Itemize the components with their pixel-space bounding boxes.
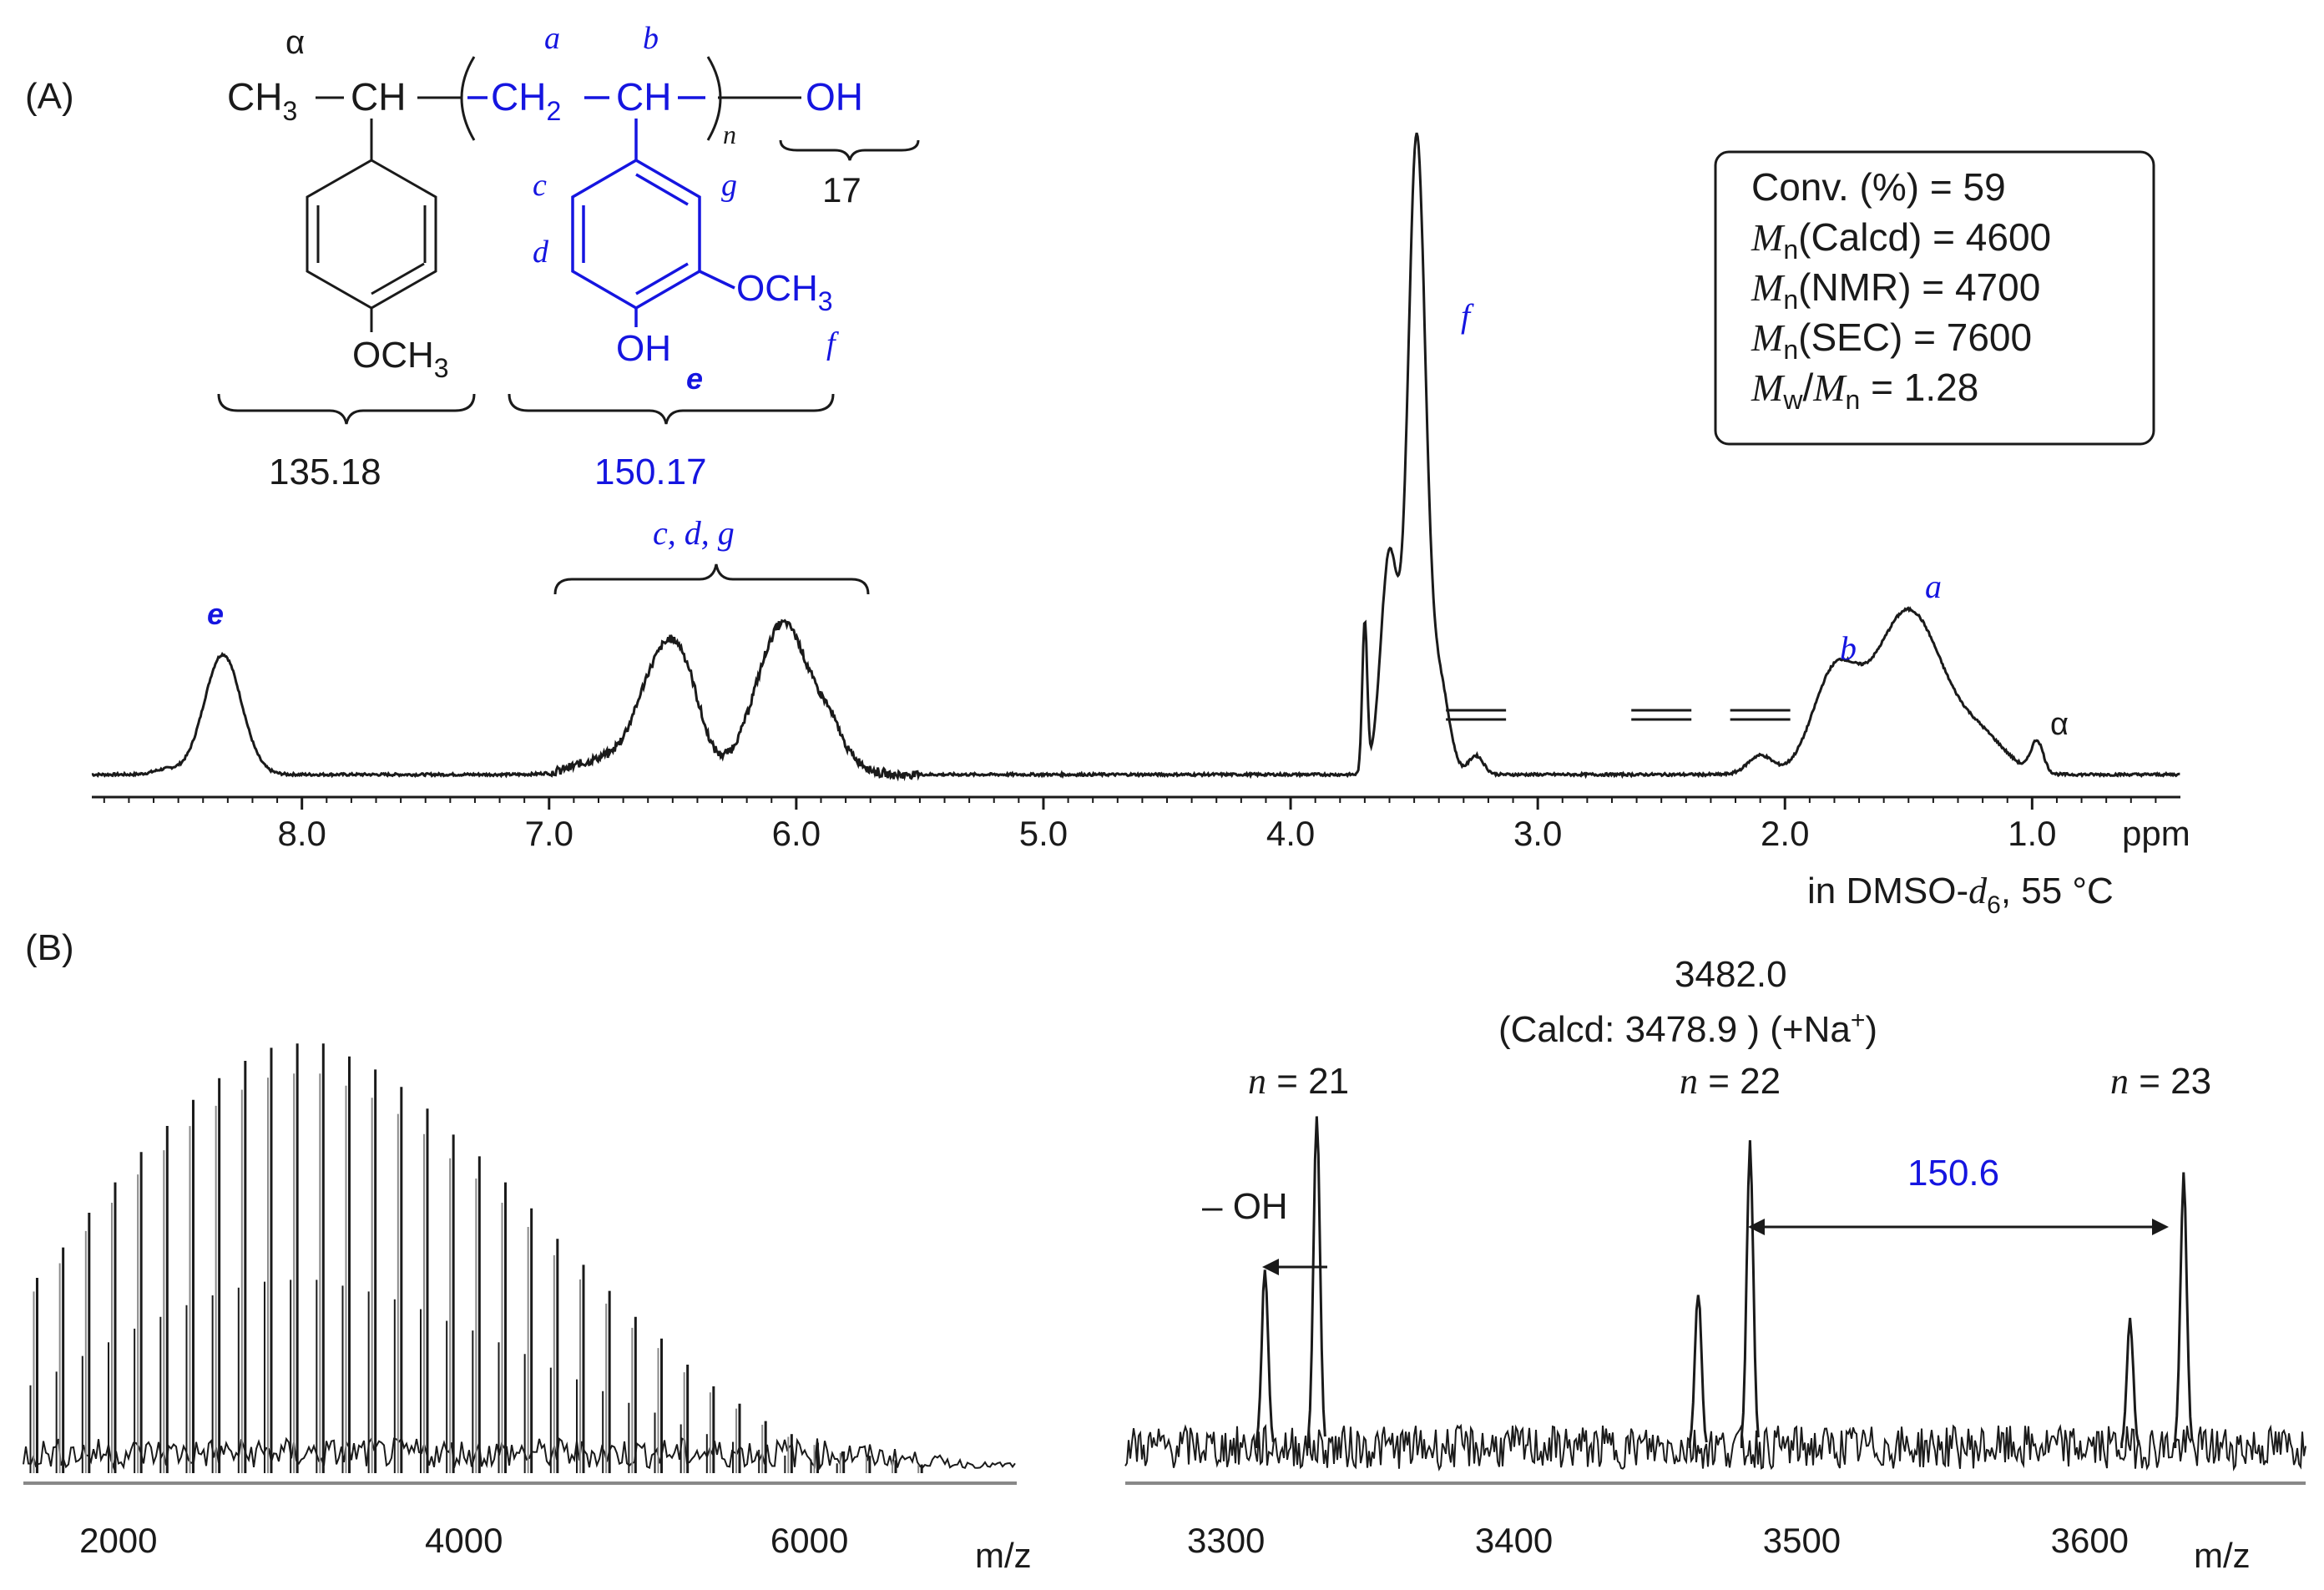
- label-d: d: [533, 235, 549, 270]
- ms-full-tick-label: 2000: [79, 1521, 157, 1560]
- ms-full-spectrum: 2000 4000 6000 m/z: [23, 1043, 1032, 1575]
- ms-expanded-peak: [1688, 1295, 1708, 1448]
- peak-label-b: b: [1840, 629, 1857, 667]
- bond: [699, 270, 735, 290]
- ring2-methoxy: OCH3: [736, 268, 833, 316]
- alpha-label: α: [285, 24, 305, 61]
- nmr-spectrum: 8.0 7.0 6.0 5.0 4.0 3.0 2.0 1.0 ppm in DMSO-d6,…: [91, 132, 2190, 919]
- peak-label-e: e: [207, 597, 224, 631]
- ms-expanded-tick-label: 3400: [1475, 1521, 1553, 1560]
- label-g: g: [721, 168, 737, 203]
- ms-full-peaks: [29, 1043, 923, 1473]
- nmr-tick-label: 6.0: [772, 814, 821, 853]
- label-a: a: [544, 21, 560, 56]
- ms-expanded-x-unit: m/z: [2194, 1536, 2251, 1575]
- peak-label-alpha: α: [2050, 707, 2069, 742]
- minus-oh-arrowhead: [1262, 1259, 1279, 1275]
- monomer-mass: 150.17: [594, 452, 707, 492]
- ms-full-tick-label: 6000: [770, 1521, 848, 1560]
- minus-oh-label: – OH: [1202, 1186, 1288, 1227]
- label-f: f: [826, 326, 839, 361]
- n22-label: n = 22: [1680, 1061, 1781, 1102]
- chemical-structure: α CH3 CH CH2 CH n OH 17 a b OCH3: [217, 21, 920, 492]
- ms-expanded-peak: [1255, 1269, 1275, 1448]
- nmr-tick-label: 7.0: [525, 814, 573, 853]
- n23-label: n = 23: [2110, 1061, 2211, 1102]
- mn-nmr-value: Mn(NMR) = 4700: [1751, 265, 2040, 315]
- label-e: e: [686, 361, 703, 396]
- ch-group: CH: [351, 75, 406, 119]
- ms-full-baseline-noise: [23, 1436, 1016, 1471]
- conv-value: Conv. (%) = 59: [1751, 165, 2006, 209]
- panel-b-label: (B): [25, 927, 74, 968]
- aromatic-ring-2: [571, 158, 701, 310]
- monomer-brace: [508, 393, 835, 425]
- mn-calcd-value: Mn(Calcd) = 4600: [1751, 215, 2051, 265]
- results-box: Conv. (%) = 59 Mn(Calcd) = 4600 Mn(NMR) …: [1714, 150, 2155, 446]
- nmr-tick-label: 8.0: [277, 814, 326, 853]
- ms-expanded-tick-labels: 3300 3400 3500 3600: [1187, 1521, 2129, 1560]
- results-box-frame: [1714, 150, 2155, 446]
- nmr-solvent-note: in DMSO-d6, 55 °C: [1807, 871, 2114, 919]
- initiator-brace: [217, 393, 476, 425]
- ms-expanded-peaks: [1255, 1116, 2194, 1448]
- peak-label-a: a: [1925, 568, 1942, 605]
- label-b: b: [643, 21, 659, 56]
- peak-label-f: f: [1461, 297, 1474, 335]
- mn-sec-value: Mn(SEC) = 7600: [1751, 315, 2032, 365]
- ch-b-group: CH: [616, 75, 671, 119]
- peak-mz-label: 3482.0: [1675, 954, 1787, 995]
- ms-expanded-tick-label: 3600: [2051, 1521, 2129, 1560]
- ms-expanded-peak: [2120, 1317, 2140, 1448]
- ms-full-tick-label: 4000: [425, 1521, 503, 1560]
- cdg-brace: [553, 563, 870, 595]
- nmr-solvent-breaks: [1446, 709, 1791, 721]
- ring-double-bond: [635, 173, 689, 206]
- nmr-tick-label: 3.0: [1513, 814, 1562, 853]
- n21-label: n = 21: [1248, 1061, 1349, 1102]
- ring-double-bond: [635, 262, 689, 295]
- oh-end-group: OH: [806, 75, 863, 119]
- ms-full-tick-labels: 2000 4000 6000: [79, 1521, 848, 1560]
- ms-expanded-peak: [1740, 1140, 1760, 1448]
- spacing-label: 150.6: [1907, 1153, 1999, 1194]
- ch2-group: CH2: [491, 75, 561, 126]
- peak-calcd-label: (Calcd: 3478.9 ) (+Na+): [1498, 1007, 1877, 1050]
- label-c: c: [533, 168, 547, 203]
- n-subscript: n: [723, 119, 736, 149]
- nmr-axis-unit: ppm: [2122, 814, 2190, 853]
- ring-double-bond: [371, 262, 425, 295]
- peak-label-cdg: c, d, g: [653, 514, 735, 552]
- panel-a-label: (A): [25, 76, 74, 117]
- nmr-tick-label: 4.0: [1266, 814, 1315, 853]
- spacing-arrowhead-right: [2152, 1219, 2169, 1235]
- dispersity-value: Mw/Mn = 1.28: [1751, 366, 1978, 415]
- nmr-trace: [91, 132, 2180, 782]
- ch3-group: CH3: [227, 75, 297, 126]
- ms-expanded-tick-label: 3500: [1763, 1521, 1841, 1560]
- nmr-tick-label: 1.0: [2008, 814, 2056, 853]
- ms-expanded-tick-label: 3300: [1187, 1521, 1265, 1560]
- ms-expanded-peak: [1306, 1116, 1326, 1448]
- initiator-mass: 135.18: [269, 452, 381, 492]
- ms-expanded-baseline-noise: [1124, 1423, 2306, 1471]
- nmr-tick-labels: 8.0 7.0 6.0 5.0 4.0 3.0 2.0 1.0: [277, 797, 2057, 853]
- ms-expanded-spectrum: 3300 3400 3500 3600 m/z 3482.0 (Calcd: 3478…: [1124, 954, 2306, 1575]
- nmr-minor-ticks: [103, 797, 2157, 803]
- nmr-tick-label: 2.0: [1761, 814, 1809, 853]
- ring1-methoxy: OCH3: [352, 335, 449, 383]
- left-paren: [460, 56, 476, 141]
- ring2-hydroxyl: OH: [616, 328, 671, 369]
- end-group-brace: [779, 139, 920, 161]
- spacing-arrowhead-left: [1748, 1219, 1765, 1235]
- ms-full-x-unit: m/z: [975, 1536, 1032, 1575]
- aromatic-ring-1: [306, 159, 437, 310]
- ms-expanded-peak: [2174, 1172, 2194, 1448]
- nmr-tick-label: 5.0: [1019, 814, 1068, 853]
- end-group-mass: 17: [822, 170, 861, 209]
